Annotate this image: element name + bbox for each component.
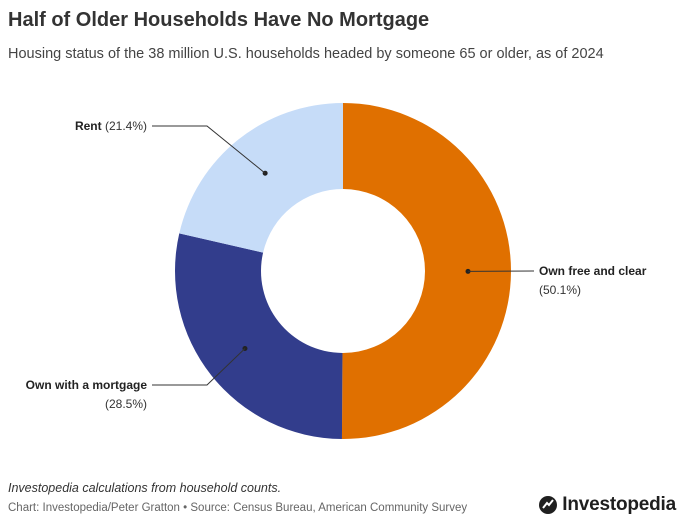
slice-rent: [179, 103, 343, 253]
leader-line-own-with-a-mortgage: [152, 348, 246, 386]
investopedia-logo-icon: [539, 496, 558, 514]
slice-name-own-free-and-clear: Own free and clear: [539, 264, 647, 278]
chart-subtitle: Housing status of the 38 million U.S. ho…: [8, 46, 604, 62]
slice-own-with-a-mortgage: [174, 233, 343, 439]
slice-label-own-free-and-clear: Own free and clear: [539, 264, 647, 278]
slice-name-own-with-a-mortgage: Own with a mortgage: [26, 378, 148, 392]
slice-name-rent: Rent: [75, 119, 102, 133]
leader-line-rent: [152, 125, 266, 174]
brand-logo: Investopedia: [538, 494, 676, 516]
leader-lines: [152, 125, 535, 386]
slice-labels: Own free and clear (50.1%) Own with a mort…: [26, 119, 647, 411]
slice-label-own-with-a-mortgage: Own with a mortgage: [26, 378, 148, 392]
donut-slices: [174, 103, 512, 439]
chart-title: Half of Older Households Have No Mortgag…: [8, 9, 430, 31]
donut-chart: Own free and clear (50.1%) Own with a mort…: [26, 103, 647, 439]
slice-pct-own-with-a-mortgage: (28.5%): [105, 397, 147, 411]
slice-pct-rent: (21.4%): [102, 119, 147, 133]
chart-note: Investopedia calculations from household…: [8, 481, 282, 495]
brand-name: Investopedia: [562, 494, 676, 515]
slice-own-free-and-clear: [341, 103, 512, 439]
chart-source: Chart: Investopedia/Peter Gratton • Sour…: [8, 502, 468, 514]
slice-label-rent: Rent (21.4%): [75, 119, 147, 133]
slice-pct-own-free-and-clear: (50.1%): [539, 283, 581, 297]
